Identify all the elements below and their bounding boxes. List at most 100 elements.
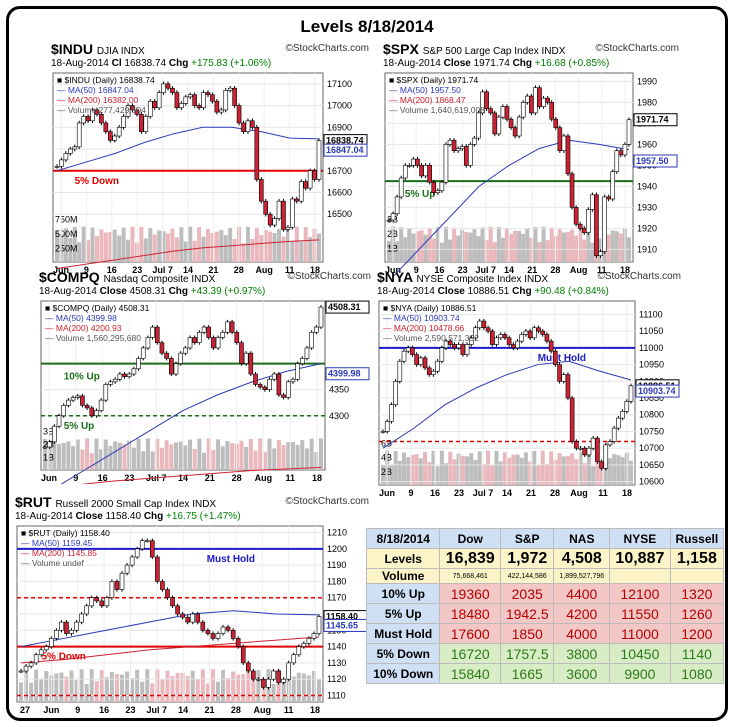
candle-body xyxy=(548,340,554,352)
volume-bar xyxy=(55,230,59,262)
candle-body xyxy=(33,654,39,664)
y-tick-label: 1910 xyxy=(637,244,657,254)
volume-bar xyxy=(80,449,85,470)
candle-body xyxy=(183,347,188,354)
row-label: 10% Up xyxy=(365,583,441,604)
candle-body xyxy=(473,327,478,339)
candle-body xyxy=(152,100,157,109)
candle-body xyxy=(56,415,62,427)
volume-bar xyxy=(319,438,323,470)
candle-body xyxy=(569,397,575,442)
volume-bar xyxy=(536,465,541,485)
candle-body xyxy=(239,342,244,364)
candle-body xyxy=(285,381,291,398)
volume-bar xyxy=(549,451,554,485)
legend-entry: — Volume 2,590,571,392 xyxy=(383,333,479,343)
candle-body xyxy=(506,337,512,345)
volume-bar xyxy=(183,445,188,470)
volume-bar xyxy=(427,228,432,262)
index-name: Russell 2000 Small Cap Index INDX xyxy=(55,499,217,510)
candle-body xyxy=(565,135,571,175)
y-tick-label: 16500 xyxy=(327,209,352,219)
candle-body xyxy=(180,613,185,618)
volume-bar xyxy=(90,227,95,262)
volume-bar xyxy=(582,239,587,262)
subheader-part: 18-Aug-2014 xyxy=(39,286,100,297)
volume-bar xyxy=(112,229,117,262)
volume-bar xyxy=(192,449,197,470)
x-tick-label: 18 xyxy=(312,473,322,483)
volume-bar xyxy=(185,675,190,702)
y-tick-label: 1190 xyxy=(327,560,346,570)
candle-body xyxy=(197,331,202,344)
candle-body xyxy=(258,179,264,202)
candle-body xyxy=(76,122,82,148)
legend-entry: — MA(200) 16382.00 xyxy=(57,95,139,105)
candle-body xyxy=(431,181,437,193)
volume-bar xyxy=(267,438,272,470)
candle-body xyxy=(537,87,542,107)
volume-bar xyxy=(248,439,253,470)
volume-nyse xyxy=(609,568,671,584)
volume-bar xyxy=(523,452,528,485)
level-cell: 10450 xyxy=(609,643,671,664)
candle-body xyxy=(393,380,398,406)
candle-body xyxy=(256,678,261,681)
volume-bar xyxy=(215,681,220,702)
level-cell: 1260 xyxy=(669,603,725,624)
volume-nas: 1,899,527,796 xyxy=(553,568,611,584)
volume-bar xyxy=(557,229,562,262)
candle-body xyxy=(561,135,567,151)
ma50-line xyxy=(56,126,320,172)
symbol-text: $RUT xyxy=(15,494,56,510)
price-tag-box xyxy=(633,113,678,127)
candle-body xyxy=(68,148,73,154)
volume-bar xyxy=(113,441,118,470)
candle-body xyxy=(195,613,201,623)
volume-bar xyxy=(254,227,259,262)
x-tick-label: 16 xyxy=(107,265,117,275)
volume-bar xyxy=(456,235,461,262)
volume-bar xyxy=(201,236,206,262)
candle-body xyxy=(170,597,175,607)
volume-bar xyxy=(72,226,77,262)
chart-panel-indu: $INDU DJIA INDX ©StockCharts.com 18-Aug-20… xyxy=(51,41,369,276)
candle-body xyxy=(183,96,189,104)
candle-body xyxy=(586,209,591,233)
candle-body xyxy=(565,374,571,399)
stockcharts-watermark: ©StockCharts.com xyxy=(597,271,681,282)
candle-body xyxy=(281,394,286,398)
volume-bar xyxy=(71,446,76,470)
candle-body xyxy=(99,113,104,124)
y-tick-label: 1930 xyxy=(637,202,657,212)
candle-body xyxy=(536,327,541,332)
x-tick-label: 18 xyxy=(310,265,320,275)
volume-bar xyxy=(540,450,545,485)
chart-subheader: 18-Aug-2014 Close 4508.31 Chg +43.39 (+0… xyxy=(39,286,265,297)
candle-body xyxy=(28,662,34,667)
subheader-part: 18-Aug-2014 xyxy=(15,511,76,522)
volume-bar xyxy=(477,451,482,485)
x-tick-label: 9 xyxy=(414,265,419,275)
stockcharts-watermark: ©StockCharts.com xyxy=(285,43,369,54)
candle-body xyxy=(389,404,394,422)
level-cell: 1850 xyxy=(500,623,555,644)
volume-bar xyxy=(228,227,233,262)
x-tick-label: 9 xyxy=(73,473,78,483)
volume-bar xyxy=(509,233,514,262)
volume-bar xyxy=(443,226,448,262)
x-tick-label: 28 xyxy=(550,488,560,498)
level-dow: 16,839 xyxy=(439,548,502,569)
volume-bar xyxy=(170,675,175,702)
candle-body xyxy=(569,173,575,208)
candle-body xyxy=(296,646,302,656)
volume-bar xyxy=(85,438,90,470)
volume-bar xyxy=(406,457,411,485)
candle-body xyxy=(423,165,428,177)
x-tick-label: Jul 7 xyxy=(147,705,168,715)
x-tick-label: Aug xyxy=(255,265,273,275)
candle-body xyxy=(314,326,319,333)
candle-body xyxy=(38,649,44,656)
index-name: DJIA INDX xyxy=(96,46,145,57)
level-cell: 3600 xyxy=(553,663,611,684)
